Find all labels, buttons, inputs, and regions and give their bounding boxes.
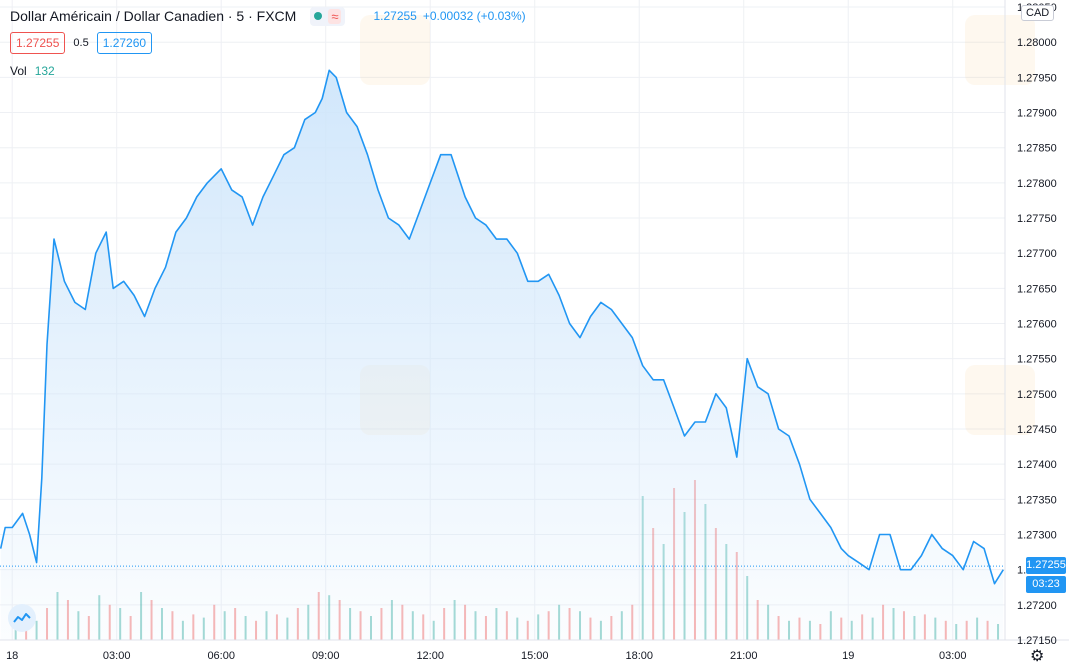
market-open-icon (314, 12, 323, 20)
time-tick-label: 18 (6, 650, 18, 662)
time-tick-label: 03:00 (939, 650, 967, 662)
price-tick-label: 1.27550 (1017, 354, 1057, 366)
symbol-title[interactable]: Dollar Américain / Dollar Canadien · 5 ·… (10, 8, 297, 24)
bar-countdown-tag: 03:23 (1026, 576, 1066, 594)
time-tick-label: 18:00 (625, 650, 653, 662)
price-tick-label: 1.27450 (1017, 424, 1057, 436)
time-tick-label: 06:00 (207, 650, 235, 662)
price-tick-label: 1.27400 (1017, 459, 1057, 471)
price-tick-label: 1.28000 (1017, 37, 1057, 49)
volume-legend: Vol 132 (10, 64, 55, 78)
price-tick-label: 1.27500 (1017, 389, 1057, 401)
price-area-fill (0, 70, 1004, 641)
price-tick-label: 1.27150 (1017, 635, 1057, 647)
price-change: +0.00032 (+0.03%) (422, 9, 526, 23)
last-price: 1.27255 (373, 9, 417, 23)
price-tick-label: 1.27650 (1017, 283, 1057, 295)
price-axis[interactable]: 1.280501.280001.279501.279001.278501.278… (1017, 2, 1057, 647)
market-status[interactable]: ≈ (310, 6, 346, 26)
watermark-logo (360, 15, 430, 85)
time-tick-label: 12:00 (416, 650, 444, 662)
price-tick-label: 1.27350 (1017, 494, 1057, 506)
volume-value: 132 (34, 64, 55, 78)
time-tick-label: 09:00 (312, 650, 340, 662)
time-tick-label: 03:00 (103, 650, 131, 662)
time-axis[interactable]: 18 03:00 06:00 09:00 12:00 15:00 18:00 21:00 19 0… (6, 650, 966, 662)
watermark-logo (965, 15, 1035, 85)
watermark-logo (965, 365, 1035, 435)
currency-button[interactable]: CAD (1021, 5, 1055, 21)
price-tick-label: 1.27750 (1017, 213, 1057, 225)
price-tick-label: 1.27900 (1017, 108, 1057, 120)
spread-value: 0.5 (73, 37, 89, 49)
bid-price-button[interactable]: 1.27255 (10, 32, 66, 54)
price-tick-label: 1.27950 (1017, 72, 1057, 84)
time-tick-label: 15:00 (521, 650, 549, 662)
price-tick-label: 1.27300 (1017, 530, 1057, 542)
symbol-header: Dollar Américain / Dollar Canadien · 5 ·… (10, 6, 526, 26)
price-tick-label: 1.27600 (1017, 319, 1057, 331)
ask-price-button[interactable]: 1.27260 (96, 32, 153, 54)
price-tick-label: 1.27800 (1017, 178, 1057, 190)
settings-gear-icon[interactable]: ⚙ (1030, 648, 1045, 665)
chart-navigation-button[interactable] (8, 604, 36, 632)
price-tick-label: 1.27200 (1017, 600, 1057, 612)
trend-icon (13, 613, 31, 623)
wave-icon: ≈ (328, 8, 342, 24)
quote-row: 1.27255 0.5 1.27260 (10, 32, 153, 54)
time-tick-label: 21:00 (730, 650, 758, 662)
last-price-tag: 1.27255 (1026, 557, 1066, 575)
time-tick-label: 19 (842, 650, 854, 662)
price-tick-label: 1.27700 (1017, 248, 1057, 260)
price-line (0, 69, 1004, 585)
price-tick-label: 1.27850 (1017, 143, 1057, 155)
volume-label: Vol (10, 64, 27, 78)
